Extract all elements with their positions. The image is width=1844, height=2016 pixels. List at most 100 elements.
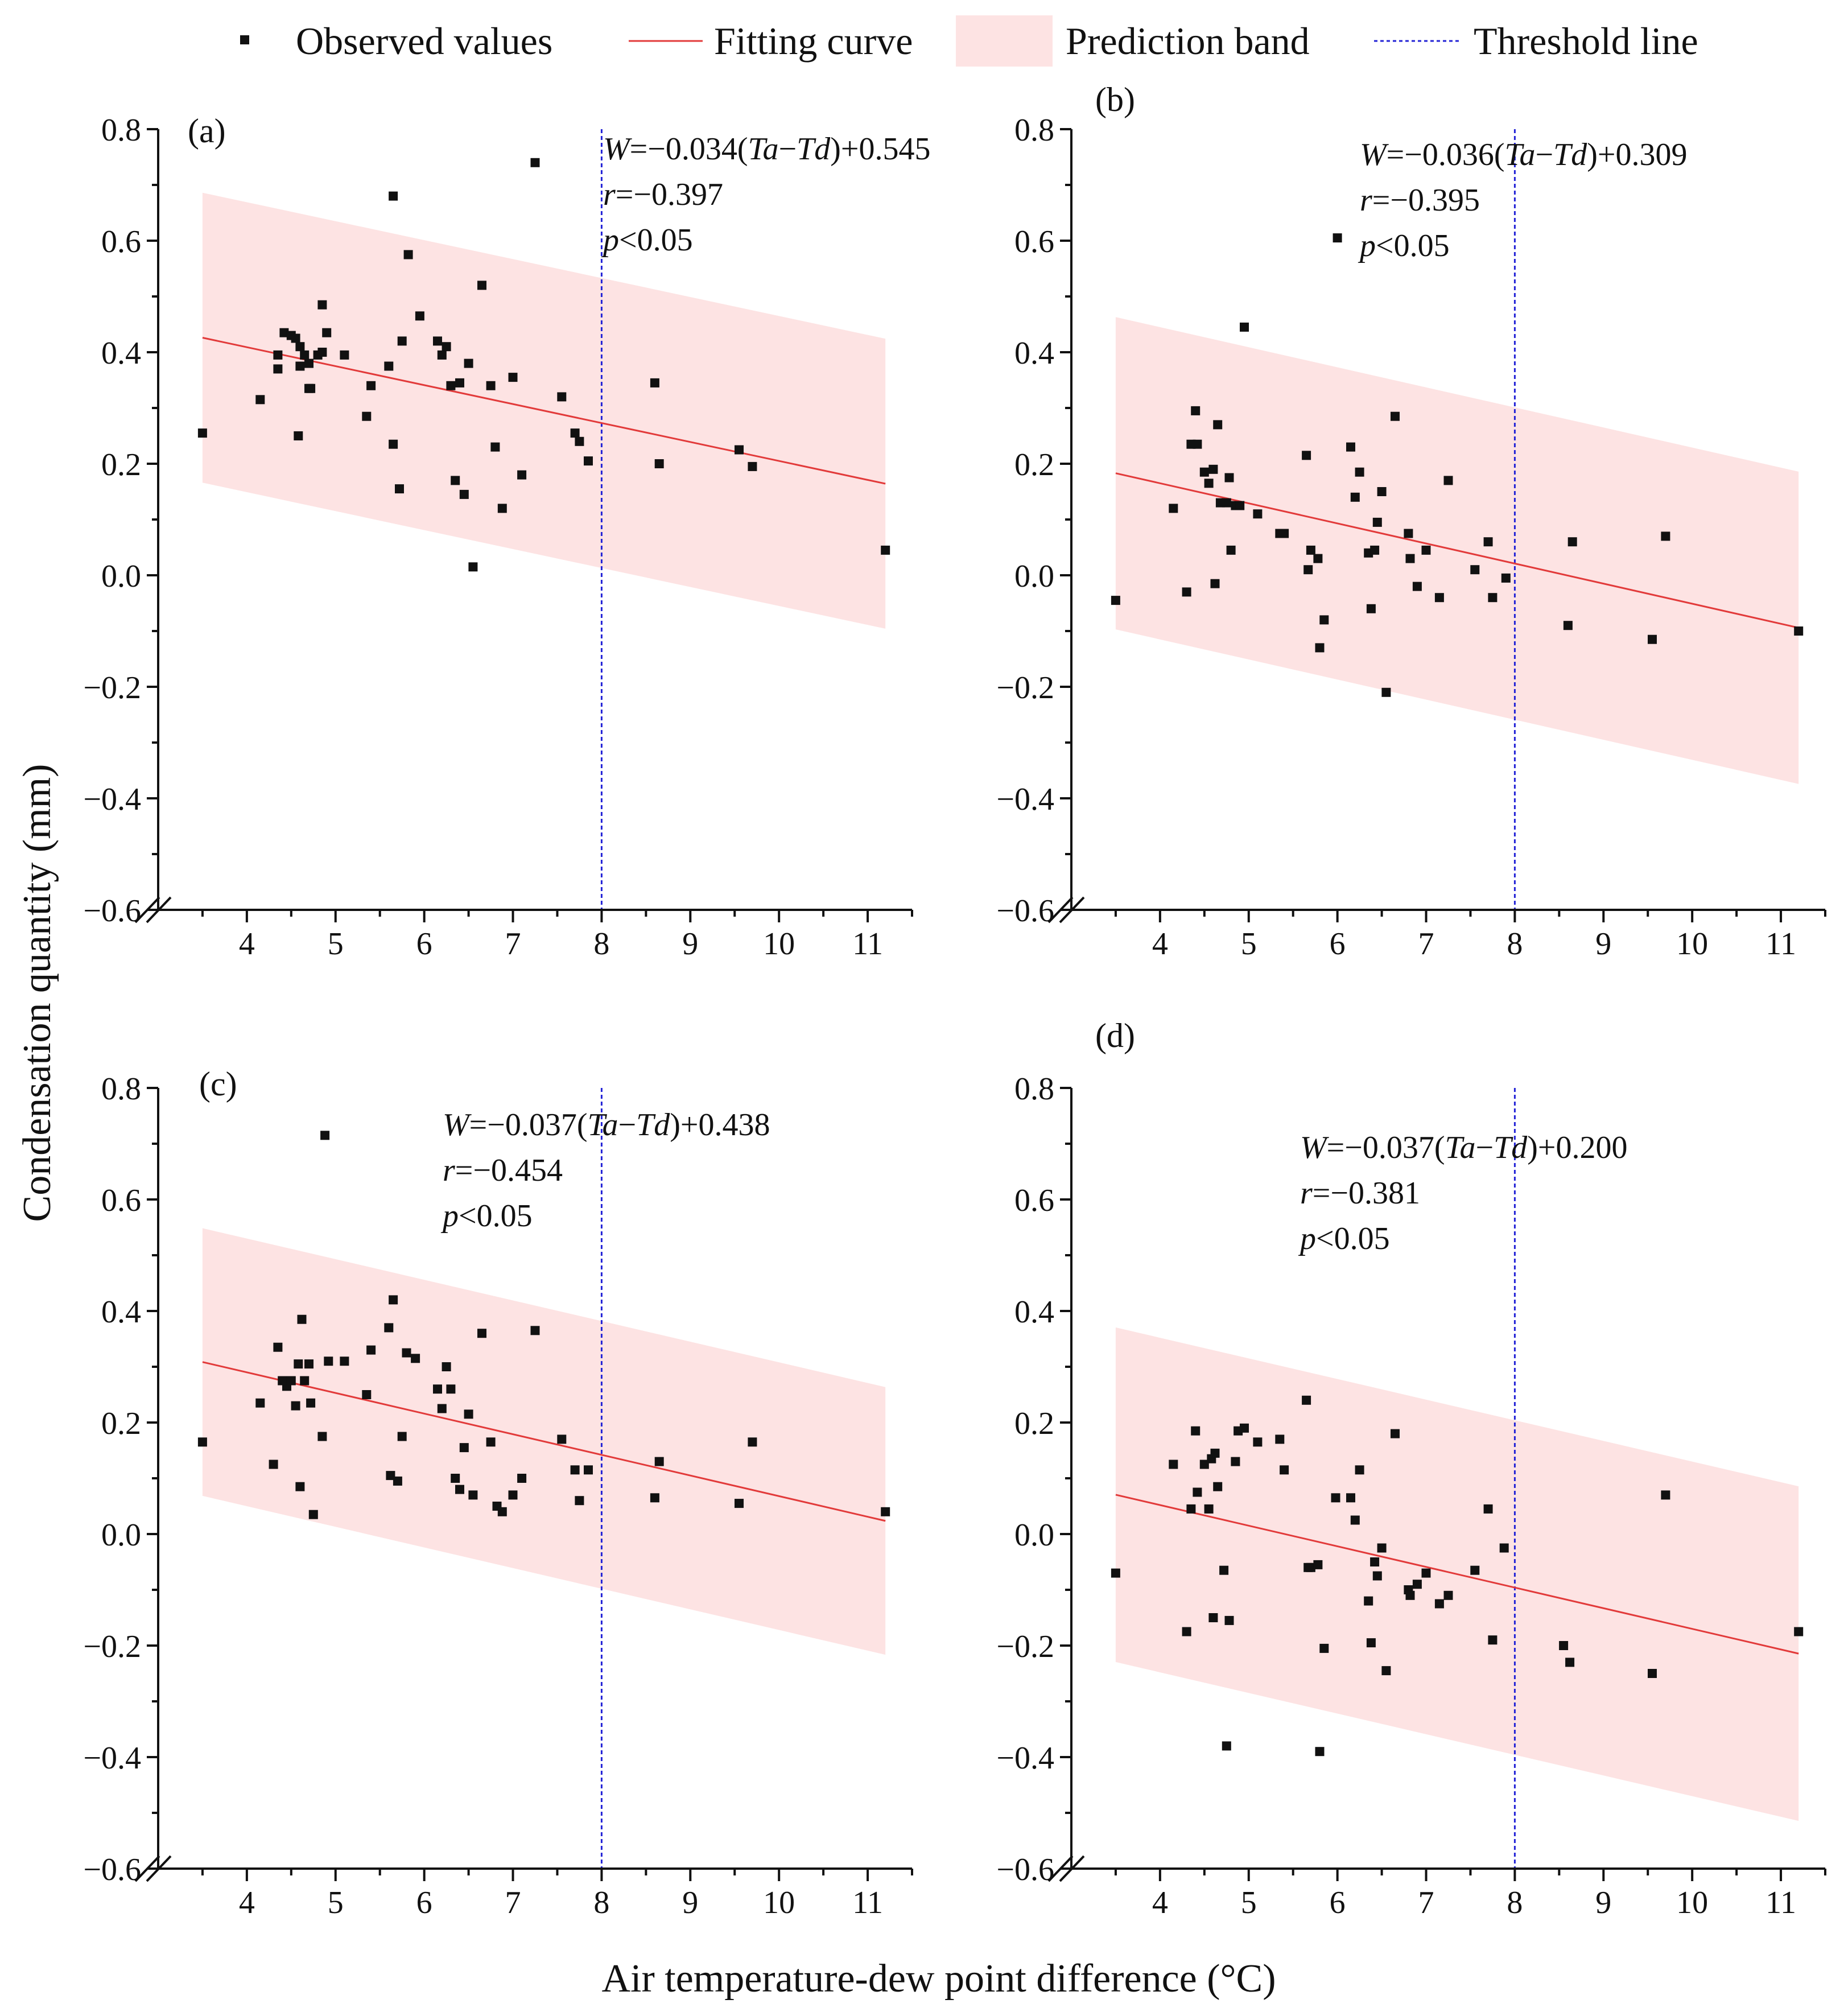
y-tick-label: 0.8 [101,1071,141,1107]
data-point [1370,1557,1380,1566]
data-point [1405,554,1415,563]
data-point [1443,476,1453,485]
data-point [1470,1565,1480,1575]
data-point [1405,1590,1415,1600]
y-tick-label: 0.4 [101,336,141,371]
y-tick-label: −0.2 [83,670,141,706]
data-point [881,1507,890,1516]
panel-label: (a) [188,112,226,150]
panel-0: −0.6 −0.4 −0.2 0.0 0.2 0.4 0.6 0.8 4 5 6 7 8 9 10 11 (a)… [83,112,930,962]
data-point [1222,498,1231,508]
fitting-curve [1115,1494,1799,1655]
data-point [1355,467,1364,477]
x-tick-label: 8 [593,926,609,962]
data-point [397,336,407,346]
x-tick-label: 5 [328,1885,344,1920]
data-point [291,1401,300,1411]
data-point [1391,1429,1400,1438]
data-point [389,191,398,201]
data-point [530,158,540,167]
x-tick-label: 8 [593,1885,609,1920]
data-point [517,470,527,480]
data-point [486,381,496,390]
data-point [415,311,424,321]
data-point [446,381,456,390]
data-point [1111,596,1120,605]
data-point [1240,1423,1249,1433]
data-point [402,1348,411,1358]
data-point [1355,1465,1364,1475]
y-tick-label: 0.2 [1014,447,1054,483]
x-tick-label: 5 [328,926,344,962]
data-point [1199,1460,1209,1469]
x-tick-label: 10 [763,1885,795,1920]
data-point [1213,420,1223,430]
data-point [1470,565,1480,575]
data-point [1253,1437,1263,1447]
data-point [477,281,486,290]
x-tick-label: 4 [239,1885,255,1920]
y-tick-label: 0.8 [1014,113,1054,148]
data-point [468,562,478,572]
data-point [1302,451,1311,460]
data-point [304,358,313,368]
data-point [1565,1658,1575,1667]
y-tick-label: 0.4 [101,1294,141,1330]
data-point [433,1384,442,1394]
data-point [1315,643,1325,653]
data-point [386,1471,395,1481]
data-point [575,436,584,446]
regression-equation: W=−0.034(Ta−Td)+0.545 [603,131,930,167]
data-point [508,1490,518,1500]
p-value: p<0.05 [440,1198,533,1234]
data-point [304,1359,313,1369]
data-point [477,1329,486,1338]
x-tick-label: 6 [1330,926,1346,962]
data-point [1331,1493,1340,1503]
p-value: p<0.05 [1358,228,1450,263]
data-point [366,381,376,390]
data-point [384,1323,394,1333]
data-point [279,328,289,337]
data-point [340,350,349,360]
y-tick-label: 0.0 [1014,559,1054,594]
x-tick-label: 5 [1241,926,1257,962]
x-tick-label: 7 [1418,1885,1434,1920]
data-point [575,1496,584,1506]
data-point [320,1131,330,1140]
regression-equation: W=−0.037(Ta−Td)+0.200 [1300,1130,1627,1165]
data-point [1421,1568,1431,1578]
legend-observed-marker [240,35,249,44]
p-value: p<0.05 [601,222,693,258]
data-point [1210,1448,1220,1458]
data-point [255,1398,265,1408]
legend-observed-label: Observed values [296,19,552,63]
data-point [1366,1638,1376,1648]
y-tick-label: −0.2 [83,1629,141,1664]
data-point [397,1432,407,1441]
legend-threshold-label: Threshold line [1474,19,1698,63]
data-point [1366,604,1376,613]
data-point [1501,573,1511,583]
data-point [1280,1465,1289,1475]
data-point [508,373,518,382]
data-point [1313,554,1323,563]
data-point [389,1295,398,1305]
y-tick-label: −0.4 [996,1741,1054,1776]
data-point [286,1376,296,1386]
x-tick-label: 5 [1241,1885,1257,1920]
data-point [255,395,265,405]
panel-3: −0.6 −0.4 −0.2 0.0 0.2 0.4 0.6 0.8 4 5 6 7 8 9 10 11 (d)… [996,1017,1826,1920]
data-point [433,336,442,346]
y-tick-label: 0.4 [1014,1294,1054,1330]
data-point [442,1362,451,1371]
correlation-coefficient: r=−0.397 [603,177,723,212]
data-point [1391,411,1400,421]
data-point [1346,442,1355,452]
data-point [295,342,305,352]
data-point [650,378,659,387]
data-point [197,1437,207,1447]
data-point [395,484,404,494]
data-point [459,489,469,499]
data-point [1280,529,1289,538]
